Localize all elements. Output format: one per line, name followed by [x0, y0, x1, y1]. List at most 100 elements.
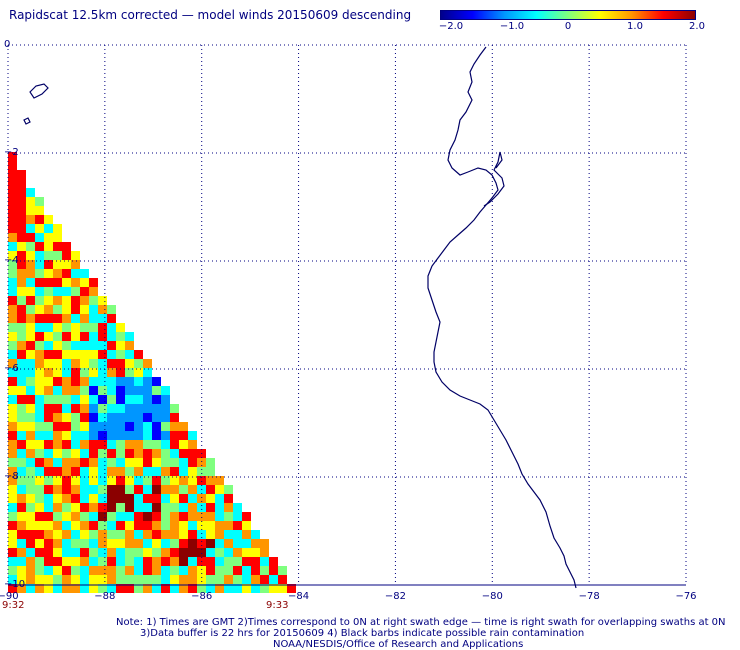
wind-cell	[98, 404, 107, 413]
wind-cell	[53, 296, 62, 305]
wind-cell	[26, 458, 35, 467]
wind-cell	[152, 503, 161, 512]
wind-cell	[98, 539, 107, 548]
wind-cell	[80, 440, 89, 449]
longitude-tick-label: −82	[385, 591, 406, 602]
wind-cell	[44, 557, 53, 566]
wind-cell	[98, 476, 107, 485]
wind-cell	[278, 566, 287, 575]
wind-cell	[206, 494, 215, 503]
wind-cell	[116, 377, 125, 386]
wind-cell	[125, 557, 134, 566]
wind-cell	[8, 530, 17, 539]
wind-cell	[107, 323, 116, 332]
wind-cell	[125, 449, 134, 458]
wind-cell	[26, 260, 35, 269]
wind-cell	[44, 368, 53, 377]
wind-cell	[260, 548, 269, 557]
wind-cell	[17, 557, 26, 566]
wind-cell	[179, 521, 188, 530]
wind-cell	[35, 575, 44, 584]
wind-cell	[125, 458, 134, 467]
wind-cell	[116, 350, 125, 359]
wind-cell	[107, 539, 116, 548]
wind-cell	[62, 296, 71, 305]
wind-cell	[89, 314, 98, 323]
wind-cell	[80, 395, 89, 404]
wind-cell	[8, 539, 17, 548]
wind-cell	[116, 368, 125, 377]
wind-cell	[188, 521, 197, 530]
wind-cell	[278, 584, 287, 593]
wind-cell	[98, 521, 107, 530]
wind-cell	[17, 575, 26, 584]
wind-cell	[116, 323, 125, 332]
wind-cell	[53, 305, 62, 314]
wind-cell	[116, 548, 125, 557]
wind-cell	[98, 512, 107, 521]
wind-cell	[71, 287, 80, 296]
wind-cell	[35, 233, 44, 242]
wind-cell	[71, 251, 80, 260]
wind-cell	[125, 431, 134, 440]
wind-cell	[134, 539, 143, 548]
wind-cell	[107, 512, 116, 521]
wind-cell	[89, 278, 98, 287]
wind-cell	[53, 224, 62, 233]
wind-cell	[35, 269, 44, 278]
latitude-tick-label: −6	[4, 363, 19, 374]
wind-cell	[62, 584, 71, 593]
wind-cell	[89, 503, 98, 512]
wind-cell	[89, 341, 98, 350]
wind-cell	[8, 512, 17, 521]
wind-cell	[89, 557, 98, 566]
wind-cell	[143, 575, 152, 584]
wind-cell	[170, 485, 179, 494]
wind-cell	[179, 503, 188, 512]
wind-cell	[17, 512, 26, 521]
wind-cell	[71, 386, 80, 395]
latitude-tick-label: −10	[4, 579, 25, 590]
wind-cell	[125, 539, 134, 548]
wind-cell	[143, 458, 152, 467]
wind-cell	[17, 314, 26, 323]
wind-cell	[44, 584, 53, 593]
wind-cell	[26, 287, 35, 296]
wind-cell	[62, 377, 71, 386]
wind-cell	[26, 206, 35, 215]
wind-cell	[44, 521, 53, 530]
wind-cell	[53, 377, 62, 386]
wind-cell	[71, 350, 80, 359]
wind-cell	[26, 566, 35, 575]
wind-cell	[80, 458, 89, 467]
wind-cell	[143, 530, 152, 539]
wind-cell	[71, 404, 80, 413]
wind-cell	[179, 440, 188, 449]
latitude-tick-label: 0	[4, 39, 10, 50]
wind-cell	[35, 287, 44, 296]
wind-cell	[8, 242, 17, 251]
wind-cell	[125, 404, 134, 413]
wind-cell	[170, 422, 179, 431]
wind-cell	[89, 287, 98, 296]
wind-cell	[242, 512, 251, 521]
wind-cell	[80, 332, 89, 341]
wind-cell	[80, 305, 89, 314]
wind-cell	[161, 566, 170, 575]
wind-cell	[197, 458, 206, 467]
wind-cell	[161, 548, 170, 557]
wind-cell	[215, 557, 224, 566]
wind-cell	[260, 575, 269, 584]
wind-cell	[53, 395, 62, 404]
wind-cell	[125, 503, 134, 512]
wind-cell	[98, 449, 107, 458]
wind-cell	[197, 539, 206, 548]
footnote-line-2: 3)Data buffer is 22 hrs for 20150609 4) …	[140, 628, 585, 639]
colorbar-tick-label: 2.0	[689, 21, 705, 32]
wind-cell	[80, 359, 89, 368]
wind-cell	[44, 215, 53, 224]
wind-cell	[53, 350, 62, 359]
wind-cell	[170, 575, 179, 584]
wind-cell	[188, 530, 197, 539]
wind-cell	[116, 566, 125, 575]
